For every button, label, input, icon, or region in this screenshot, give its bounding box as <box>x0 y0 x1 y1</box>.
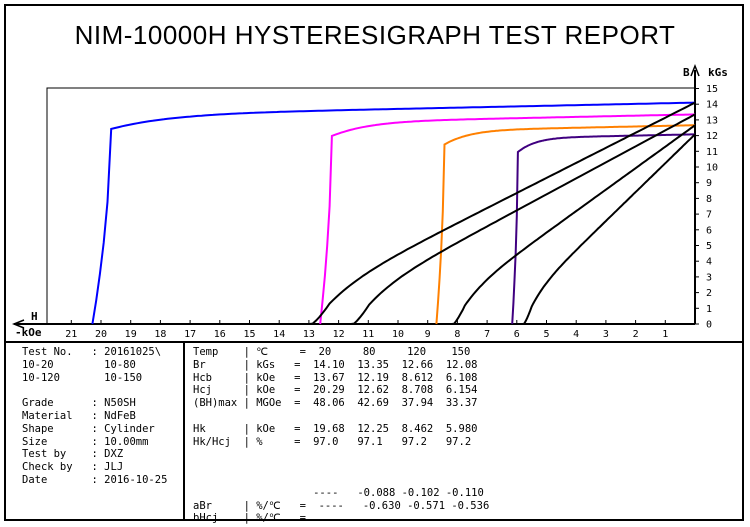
section-divider <box>4 341 744 343</box>
x-axis-unit: -kOe <box>15 326 42 339</box>
x-axis-label: H <box>31 310 38 323</box>
result-row: Hk | kOe = 19.68 12.25 8.462 5.980 <box>193 422 491 435</box>
x-tick-label: 5 <box>543 329 549 340</box>
result-row: Hk/Hcj | % = 97.0 97.1 97.2 97.2 <box>193 435 491 448</box>
curve-j-150 <box>511 133 696 325</box>
x-tick-label: 17 <box>184 329 196 340</box>
result-row: Hcb | kOe = 13.67 12.19 8.612 6.108 <box>193 371 491 384</box>
x-tick-label: 18 <box>154 329 166 340</box>
x-tick-label: 11 <box>362 329 374 340</box>
info-field: Date : 2016-10-25 <box>22 473 168 486</box>
info-field: Shape : Cylinder <box>22 422 155 435</box>
y-tick-label: 13 <box>706 115 718 126</box>
test-no-line: Test No. : 20161025\ <box>22 346 162 358</box>
result-row <box>193 410 496 423</box>
y-tick-label: 5 <box>706 241 712 252</box>
spacer <box>22 384 167 397</box>
spacer <box>193 448 496 461</box>
y-tick-label: 14 <box>706 100 718 111</box>
coeff-row: aBr | %/℃ = ---- -0.630 -0.571 -0.536 <box>193 499 496 512</box>
y-tick-label: 11 <box>706 147 718 158</box>
info-field: Grade : N50SH <box>22 397 136 410</box>
x-tick-label: 7 <box>484 329 490 340</box>
y-tick-label: 10 <box>706 163 718 174</box>
test-no-extra: 10-120 10-150 <box>22 371 143 384</box>
x-tick-label: 12 <box>333 329 345 340</box>
x-tick-label: 10 <box>392 329 404 340</box>
x-tick-label: 8 <box>454 329 460 340</box>
curve-j-120 <box>435 124 696 325</box>
x-tick-label: 2 <box>633 329 639 340</box>
result-row: Temp | ℃ = 20 80 120 150 <box>193 346 496 358</box>
report-frame <box>4 4 744 521</box>
y-tick-label: 1 <box>706 304 712 315</box>
info-field: Size : 10.00mm <box>22 435 149 448</box>
y-axis-arrow <box>690 63 700 77</box>
x-tick-label: 16 <box>214 329 226 340</box>
x-tick-label: 6 <box>514 329 520 340</box>
result-row: (BH)max | MGOe = 48.06 42.69 37.94 33.37 <box>193 397 491 410</box>
y-tick-label: 2 <box>706 288 712 299</box>
spacer <box>193 461 496 474</box>
y-axis-label: B <box>683 66 690 79</box>
coeff-row: ---- -0.088 -0.102 -0.110 <box>193 486 491 499</box>
y-tick-label: 0 <box>706 320 712 331</box>
y-tick-label: 9 <box>706 178 712 189</box>
test-no-extra: 10-20 10-80 <box>22 358 136 371</box>
x-tick-label: 9 <box>425 329 431 340</box>
result-row: Br | kGs = 14.10 13.35 12.66 12.08 <box>193 358 491 371</box>
y-axis-unit: kGs <box>708 66 728 79</box>
info-field: Test by : DXZ <box>22 448 124 461</box>
y-tick-label: 15 <box>706 84 718 95</box>
report-title: NIM-10000H HYSTERESIGRAPH TEST REPORT <box>74 20 676 50</box>
y-tick-label: 12 <box>706 131 718 142</box>
y-tick-label: 8 <box>706 194 712 205</box>
x-tick-label: 21 <box>65 329 77 340</box>
y-tick-label: 3 <box>706 272 712 283</box>
result-row: Hcj | kOe = 20.29 12.62 8.708 6.154 <box>193 384 491 397</box>
curve-b-80 <box>333 113 696 325</box>
plot-area <box>46 87 696 325</box>
y-tick-label: 4 <box>706 257 712 268</box>
y-tick-label: 7 <box>706 210 712 221</box>
y-tick-label: 6 <box>706 225 712 236</box>
curve-j-80 <box>319 113 696 325</box>
coeff-row: bHcj | %/℃ = <box>193 512 496 525</box>
x-tick-label: 1 <box>662 329 668 340</box>
x-tick-label: 15 <box>243 329 255 340</box>
x-tick-label: 4 <box>573 329 579 340</box>
sample-info: Test No. : 20161025\ 10-20 10-80 10-120 10… <box>22 346 167 487</box>
x-tick-label: 3 <box>603 329 609 340</box>
info-field: Check by : JLJ <box>22 461 124 474</box>
info-field: Material : NdFeB <box>22 409 136 422</box>
column-divider <box>183 343 185 521</box>
x-tick-label: 13 <box>303 329 315 340</box>
x-tick-label: 19 <box>125 329 137 340</box>
curve-j-20 <box>91 101 696 325</box>
spacer <box>193 474 496 487</box>
curve-b-120 <box>439 124 696 325</box>
x-axis-arrow <box>11 319 25 329</box>
x-tick-label: 14 <box>273 329 285 340</box>
x-tick-label: 20 <box>95 329 107 340</box>
results-table: Temp | ℃ = 20 80 120 150 Br | kGs = 14.1… <box>193 346 496 525</box>
curve-b-20 <box>289 101 696 325</box>
curve-b-150 <box>513 133 696 325</box>
